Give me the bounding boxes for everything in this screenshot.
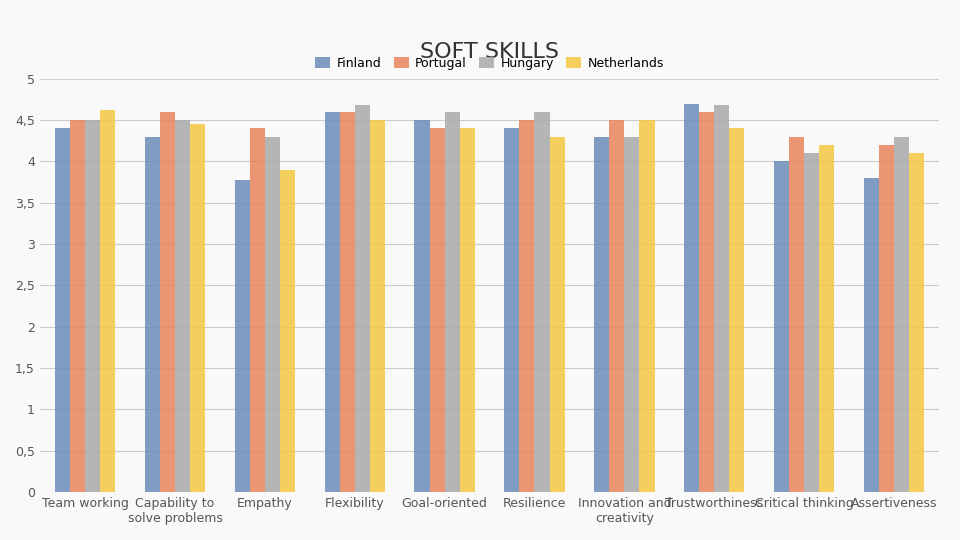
Bar [684,104,699,492]
Bar [714,105,730,492]
Bar [819,145,834,492]
Bar [550,137,564,492]
Bar [639,120,655,492]
Bar [624,137,639,492]
Legend: Finland, Portugal, Hungary, Netherlands: Finland, Portugal, Hungary, Netherlands [310,52,669,75]
Bar [610,120,624,492]
Bar [160,112,175,492]
Bar [699,112,714,492]
Bar [444,112,460,492]
Bar [370,120,385,492]
Title: SOFT SKILLS: SOFT SKILLS [420,42,559,62]
Bar [415,120,429,492]
Bar [55,129,70,492]
Bar [145,137,160,492]
Bar [909,153,924,492]
Bar [774,161,789,492]
Bar [85,120,101,492]
Bar [804,153,819,492]
Bar [324,112,340,492]
Bar [864,178,878,492]
Bar [234,180,250,492]
Bar [355,105,370,492]
Bar [504,129,519,492]
Bar [894,137,909,492]
Bar [265,137,280,492]
Bar [101,110,115,492]
Bar [519,120,535,492]
Bar [789,137,804,492]
Bar [70,120,85,492]
Bar [280,170,295,492]
Bar [250,129,265,492]
Bar [429,129,444,492]
Bar [190,124,205,492]
Bar [340,112,355,492]
Bar [460,129,475,492]
Bar [175,120,190,492]
Bar [730,129,744,492]
Bar [594,137,610,492]
Bar [878,145,894,492]
Bar [535,112,550,492]
